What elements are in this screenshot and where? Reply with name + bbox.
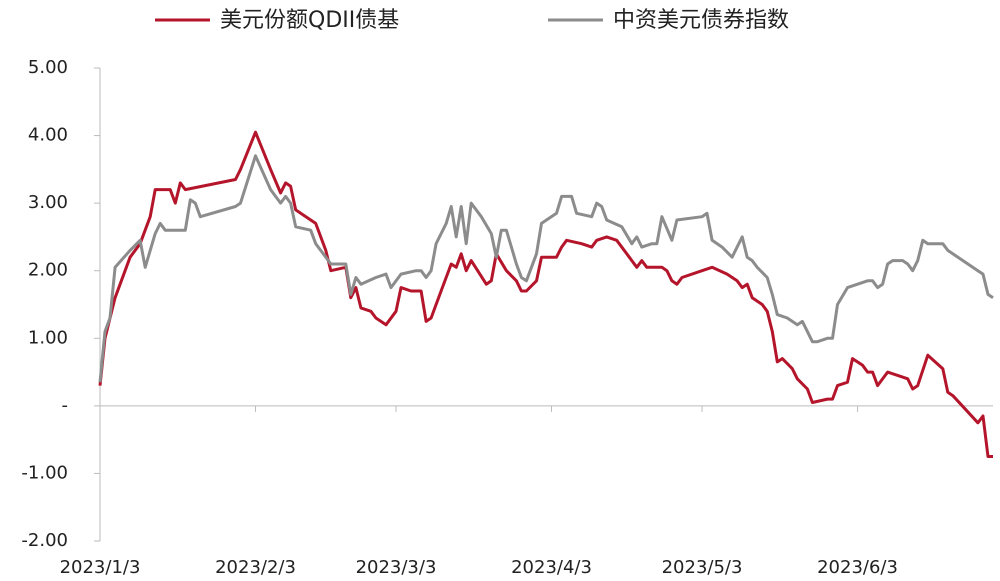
series-line bbox=[98, 130, 993, 458]
y-tick-label: 5.00 bbox=[28, 57, 68, 78]
x-tick-label: 2023/4/3 bbox=[511, 557, 592, 578]
legend-label: 美元份额QDII债基 bbox=[220, 8, 399, 33]
y-tick-label: -1.00 bbox=[21, 462, 68, 483]
x-tick-label: 2023/1/3 bbox=[60, 557, 141, 578]
x-tick-label: 2023/6/3 bbox=[817, 557, 898, 578]
x-tick-label: 2023/2/3 bbox=[215, 557, 296, 578]
x-tick-label: 2023/5/3 bbox=[662, 557, 743, 578]
series-line bbox=[98, 154, 994, 383]
y-tick-label: - bbox=[62, 395, 69, 416]
y-tick-label: 2.00 bbox=[28, 260, 68, 281]
y-tick-label: 4.00 bbox=[28, 125, 68, 146]
x-tick-label: 2023/3/3 bbox=[356, 557, 437, 578]
y-tick-label: 1.00 bbox=[28, 327, 68, 348]
legend-label: 中资美元债券指数 bbox=[613, 8, 789, 33]
y-tick-label: 3.00 bbox=[28, 192, 68, 213]
y-tick-label: -2.00 bbox=[21, 530, 68, 551]
